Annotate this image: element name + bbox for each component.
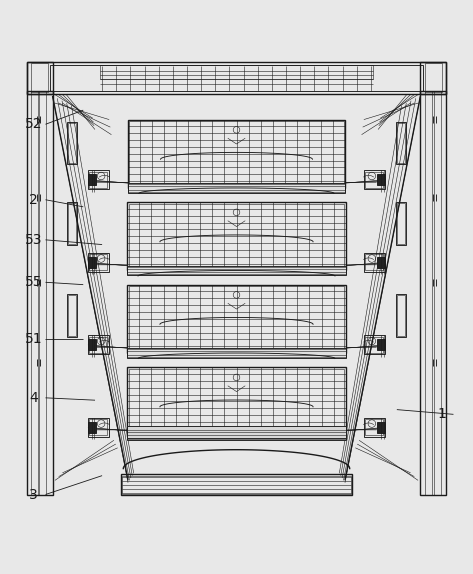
Bar bbox=[89, 254, 107, 270]
Bar bbox=[129, 286, 344, 352]
Bar bbox=[68, 203, 76, 243]
Text: 4: 4 bbox=[29, 391, 38, 405]
Bar bbox=[88, 253, 109, 272]
Bar bbox=[397, 123, 405, 164]
Bar bbox=[88, 339, 96, 351]
Bar bbox=[130, 121, 343, 187]
Bar bbox=[88, 170, 109, 189]
Bar bbox=[377, 422, 385, 433]
Bar bbox=[127, 269, 346, 273]
Bar bbox=[128, 184, 345, 192]
Bar bbox=[26, 61, 53, 94]
Bar bbox=[397, 295, 405, 336]
Bar bbox=[425, 91, 432, 495]
Bar bbox=[31, 91, 38, 495]
Text: 2: 2 bbox=[29, 193, 38, 207]
Text: 53: 53 bbox=[25, 233, 43, 247]
Bar bbox=[364, 335, 385, 354]
Bar bbox=[396, 122, 406, 164]
Bar bbox=[121, 474, 352, 495]
Bar bbox=[420, 91, 447, 495]
Bar bbox=[68, 295, 76, 336]
Bar bbox=[67, 122, 77, 164]
Bar bbox=[127, 349, 346, 357]
Text: 51: 51 bbox=[25, 332, 43, 346]
Bar bbox=[88, 335, 109, 354]
Bar bbox=[26, 61, 447, 94]
Bar bbox=[88, 174, 96, 185]
Bar bbox=[377, 174, 385, 185]
Bar bbox=[26, 91, 53, 495]
Bar bbox=[364, 418, 385, 437]
Bar bbox=[68, 123, 76, 164]
Bar bbox=[127, 267, 346, 274]
Bar bbox=[88, 257, 96, 268]
Bar bbox=[127, 426, 346, 438]
Bar bbox=[128, 119, 345, 188]
Bar bbox=[396, 294, 406, 336]
Bar bbox=[127, 431, 346, 440]
Text: 55: 55 bbox=[25, 276, 43, 289]
Bar bbox=[127, 432, 346, 439]
Bar bbox=[397, 203, 405, 243]
Bar bbox=[434, 91, 441, 495]
Bar bbox=[127, 202, 346, 270]
Bar bbox=[377, 339, 385, 351]
Bar bbox=[420, 61, 447, 94]
Text: 52: 52 bbox=[25, 117, 43, 131]
Bar bbox=[127, 434, 346, 437]
Bar bbox=[127, 348, 346, 358]
Bar bbox=[377, 257, 385, 268]
Bar bbox=[89, 172, 107, 188]
Bar bbox=[67, 202, 77, 245]
Bar bbox=[89, 337, 107, 353]
Bar bbox=[396, 202, 406, 245]
Text: 1: 1 bbox=[437, 408, 446, 421]
Bar bbox=[127, 285, 346, 353]
Bar bbox=[365, 337, 383, 353]
Bar bbox=[50, 65, 423, 91]
Bar bbox=[365, 172, 383, 188]
Bar bbox=[31, 63, 48, 92]
Text: 3: 3 bbox=[29, 487, 38, 502]
Bar bbox=[128, 186, 345, 190]
Bar bbox=[365, 254, 383, 270]
Bar bbox=[127, 367, 346, 436]
Bar bbox=[127, 266, 346, 275]
Bar bbox=[425, 63, 442, 92]
Bar bbox=[364, 253, 385, 272]
Bar bbox=[100, 65, 373, 79]
Bar bbox=[364, 170, 385, 189]
Bar bbox=[128, 183, 345, 193]
Bar bbox=[127, 351, 346, 355]
Bar bbox=[88, 418, 109, 437]
Bar bbox=[365, 420, 383, 435]
Bar bbox=[89, 420, 107, 435]
Bar bbox=[88, 422, 96, 433]
Bar bbox=[67, 294, 77, 336]
Bar bbox=[39, 91, 46, 495]
Bar bbox=[129, 204, 344, 269]
Bar bbox=[123, 476, 350, 494]
Bar bbox=[129, 369, 344, 434]
